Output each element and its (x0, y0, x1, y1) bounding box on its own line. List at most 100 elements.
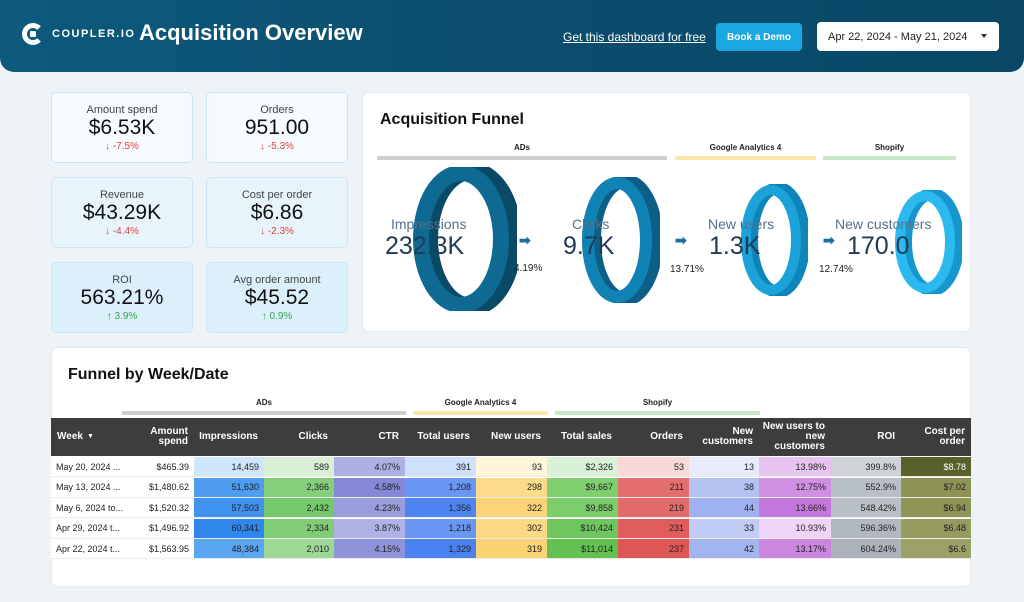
funnel-title: Acquisition Funnel (380, 111, 524, 128)
table-cell: 4.58% (334, 477, 405, 498)
table-cell: 12.75% (759, 477, 831, 498)
column-header[interactable]: Total users (417, 431, 470, 442)
column-header[interactable]: Amount spend (150, 426, 188, 447)
segment-bar-shopify (555, 411, 760, 415)
conversion-rate: 12.74% (819, 264, 853, 275)
kpi-change: ↓ -2.3% (260, 226, 294, 237)
column-header[interactable]: Clicks (298, 431, 328, 442)
top-header: COUPLER.IO Acquisition Overview Get this… (0, 0, 1024, 72)
table-cell: 14,459 (194, 457, 264, 477)
kpi-change: ↑ 3.9% (106, 311, 138, 322)
table-cell: 322 (476, 498, 547, 518)
table-cell: 51,630 (194, 477, 264, 498)
column-header[interactable]: New users to new customers (762, 421, 825, 452)
kpi-card-revenue: Revenue $43.29K ↓ -4.4% (51, 177, 193, 248)
funnel-stage-value: 1.3K (709, 232, 761, 260)
column-header[interactable]: Orders (650, 431, 683, 442)
table-cell: 589 (264, 457, 334, 477)
coupler-logo-icon (22, 23, 44, 45)
table-cell: 1,218 (405, 518, 476, 539)
column-header[interactable]: ROI (877, 431, 895, 442)
table-cell: 237 (618, 539, 689, 559)
arrow-up-icon: ↑ (261, 311, 270, 322)
table-cell: 13.66% (759, 498, 831, 518)
table-row[interactable]: May 13, 2024 ... $1,480.62 51,630 2,366 4.58… (51, 477, 971, 498)
column-header[interactable]: CTR (378, 431, 399, 442)
segment-label-ads: ADs (513, 143, 530, 152)
date-range-select[interactable]: Apr 22, 2024 - May 21, 2024 (817, 22, 999, 51)
caret-down-icon (981, 34, 987, 38)
table-cell: 596.36% (831, 518, 901, 539)
sort-desc-icon[interactable]: ▼ (86, 433, 94, 440)
funnel-stage-label: New customers (835, 216, 932, 232)
kpi-label: ROI (112, 274, 132, 286)
table-row[interactable]: May 6, 2024 to... $1,520.32 57,503 2,432 4.2… (51, 498, 971, 518)
table-cell: Apr 29, 2024 t... (51, 518, 123, 539)
table-cell: $2,326 (547, 457, 618, 477)
arrow-up-icon: ↑ (106, 311, 115, 322)
table-cell: 219 (618, 498, 689, 518)
funnel-stage-value: 170.0 (847, 232, 910, 260)
kpi-value: $45.52 (244, 286, 310, 309)
column-header[interactable]: Cost per order (924, 426, 965, 447)
kpi-label: Cost per order (241, 189, 313, 201)
segment-bar-ads (122, 411, 406, 415)
funnel-ring-clicks (582, 177, 660, 303)
segment-label-ga4: Google Analytics 4 (444, 398, 517, 407)
table-cell: 33 (689, 518, 759, 539)
kpi-value: 563.21% (80, 286, 164, 309)
kpi-label: Orders (260, 104, 294, 116)
segment-label-ads: ADs (255, 398, 272, 407)
table-cell: 3.87% (334, 518, 405, 539)
table-row[interactable]: May 20, 2024 ... $465.39 14,459 589 4.07% 391… (51, 457, 971, 477)
funnel-stage-value: 232.3K (385, 232, 465, 260)
book-demo-button[interactable]: Book a Demo (716, 23, 802, 51)
table-cell: 4.07% (334, 457, 405, 477)
segment-bar-shopify (823, 156, 956, 160)
arrow-right-icon: ➡ (675, 232, 687, 248)
coupler-logo[interactable]: COUPLER.IO (22, 23, 135, 45)
table-cell: 13.17% (759, 539, 831, 559)
column-header-week[interactable]: Week ▼ (57, 431, 94, 442)
funnel-ring-impressions (413, 167, 517, 311)
table-cell: $1,563.95 (123, 539, 194, 559)
get-dashboard-link[interactable]: Get this dashboard for free (563, 30, 706, 44)
table-cell: $465.39 (123, 457, 194, 477)
arrow-down-icon: ↓ (105, 141, 113, 152)
date-range-value: Apr 22, 2024 - May 21, 2024 (828, 30, 968, 43)
table-cell: $8.78 (901, 457, 971, 477)
funnel-stage-label: Impressions (391, 216, 467, 232)
column-header[interactable]: Impressions (199, 431, 258, 442)
funnel-ring-new-customers (895, 190, 962, 294)
kpi-change: ↑ 0.9% (261, 311, 293, 322)
table-cell: 2,432 (264, 498, 334, 518)
table-cell: 57,503 (194, 498, 264, 518)
kpi-label: Revenue (99, 189, 145, 201)
table-cell: $9,667 (547, 477, 618, 498)
kpi-value: $43.29K (82, 201, 162, 224)
column-header[interactable]: New users (490, 431, 541, 442)
kpi-value: $6.86 (250, 201, 304, 224)
column-header[interactable]: New customers (702, 426, 753, 447)
table-cell: 1,208 (405, 477, 476, 498)
table-cell: 38 (689, 477, 759, 498)
table-cell: 44 (689, 498, 759, 518)
table-cell: $6.48 (901, 518, 971, 539)
table-cell: May 20, 2024 ... (51, 457, 123, 477)
kpi-card-orders: Orders 951.00 ↓ -5.3% (206, 92, 348, 163)
table-cell: May 6, 2024 to... (51, 498, 123, 518)
table-cell: 93 (476, 457, 547, 477)
table-cell: $11,014 (547, 539, 618, 559)
table-cell: 10.93% (759, 518, 831, 539)
table-row[interactable]: Apr 22, 2024 t... $1,563.95 48,384 2,010 4.1… (51, 539, 971, 559)
kpi-label: Avg order amount (233, 274, 321, 286)
funnel-stage-label: New users (708, 216, 775, 232)
table-cell: May 13, 2024 ... (51, 477, 123, 498)
segment-label-shopify: Shopify (874, 143, 905, 152)
acquisition-funnel-panel: Acquisition Funnel ADs Google Analytics … (362, 92, 971, 332)
table-cell: 231 (618, 518, 689, 539)
table-row[interactable]: Apr 29, 2024 t... $1,496.92 60,341 2,334 3.8… (51, 518, 971, 539)
funnel-stage-label: Clicks (572, 216, 610, 232)
column-header[interactable]: Total sales (561, 431, 612, 442)
funnel-ring-new-users (741, 184, 808, 296)
